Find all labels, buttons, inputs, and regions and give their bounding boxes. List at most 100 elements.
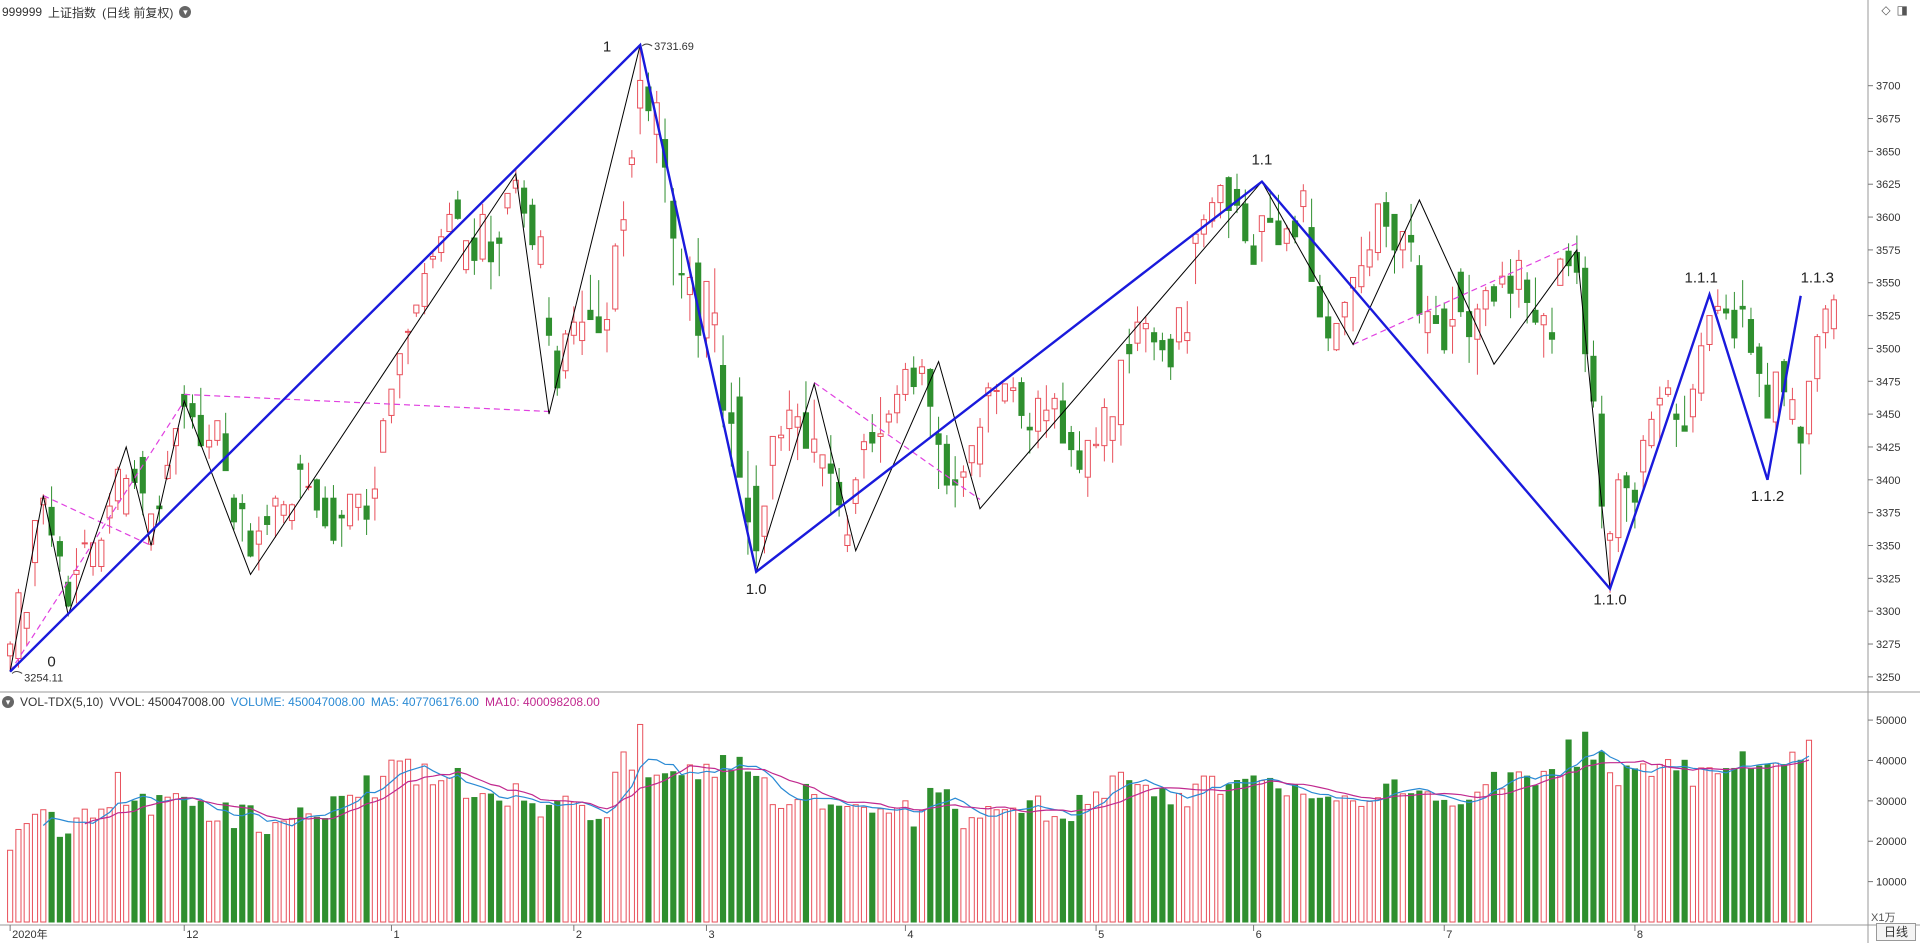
- volume-bar: [844, 806, 851, 923]
- volume-bar: [1267, 777, 1274, 923]
- candle-body: [313, 479, 320, 511]
- volume-bar: [670, 771, 677, 923]
- candle-body: [98, 539, 105, 568]
- volume-bar: [1151, 796, 1158, 923]
- volume-bar: [156, 795, 163, 923]
- candle-body: [1474, 308, 1481, 340]
- volume-bar: [1449, 805, 1456, 923]
- channel-line: [813, 382, 981, 501]
- volume-bar: [31, 813, 39, 923]
- candle-body: [214, 420, 221, 441]
- volume-bar: [562, 795, 569, 923]
- volume-bar: [1175, 792, 1183, 923]
- volume-tick-label: 20000: [1876, 836, 1907, 848]
- volume-bar: [645, 777, 652, 923]
- volume-bar: [322, 818, 329, 923]
- volume-bar: [429, 784, 436, 923]
- volume-bar: [89, 817, 97, 923]
- candle-body: [1524, 279, 1531, 303]
- volume-bar: [264, 834, 271, 923]
- volume-bar: [686, 764, 693, 923]
- volume-bar: [761, 777, 768, 923]
- volume-bar: [628, 769, 635, 923]
- candle-body: [1706, 315, 1713, 345]
- chevron-down-icon[interactable]: ▾: [2, 696, 14, 708]
- volume-indicator-name: VOL-TDX(5,10): [20, 695, 104, 709]
- volume-bar: [1126, 780, 1133, 923]
- volume-bar: [413, 784, 420, 923]
- volume-bar: [1507, 772, 1514, 923]
- candle-body: [1772, 371, 1779, 423]
- candle-body: [960, 471, 967, 478]
- price-tick-label: 3300: [1876, 606, 1900, 618]
- candle-body: [728, 412, 735, 424]
- candle-body: [852, 479, 859, 504]
- minor-wave-line: [9, 44, 1802, 672]
- candle-body: [73, 569, 80, 575]
- volume-bar: [487, 793, 495, 923]
- candle-body: [910, 367, 917, 388]
- candle-body: [562, 333, 569, 372]
- volume-bar: [612, 771, 619, 923]
- candle-body: [1026, 426, 1033, 431]
- candle-body: [446, 213, 453, 233]
- candle-body: [512, 179, 519, 189]
- candle-body: [1499, 275, 1506, 285]
- volume-bar: [1615, 785, 1622, 923]
- volume-bar: [1366, 800, 1373, 923]
- volume-bar: [1524, 775, 1531, 923]
- price-tick-label: 3400: [1876, 475, 1900, 487]
- candle-body: [1059, 400, 1066, 444]
- period-button[interactable]: 日线: [1876, 923, 1916, 941]
- candle-body: [1258, 215, 1265, 233]
- volume-bar: [114, 771, 121, 923]
- volume-bar: [230, 828, 238, 923]
- candle-body: [48, 506, 55, 536]
- candle-body: [1043, 409, 1050, 422]
- volume-bar: [918, 809, 926, 923]
- volume-bar: [56, 836, 63, 923]
- volume-bar: [695, 779, 702, 923]
- volume-bar: [1739, 751, 1746, 923]
- candle-body: [255, 530, 262, 545]
- candle-body: [65, 581, 72, 607]
- volume-bar: [778, 807, 785, 923]
- candle-body: [678, 273, 685, 276]
- volume-bar: [1084, 803, 1091, 923]
- volume-bar: [1167, 804, 1174, 923]
- volume-bar: [65, 833, 72, 923]
- volume-bar: [1001, 809, 1008, 923]
- candle-body: [869, 432, 876, 444]
- volume-bar: [1689, 785, 1697, 923]
- volume-bar: [1341, 795, 1348, 923]
- candle-body: [902, 368, 909, 395]
- candle-body: [877, 433, 884, 437]
- candle-body: [943, 443, 950, 486]
- candle-body: [860, 441, 868, 451]
- candle-body: [1747, 319, 1755, 353]
- volume-bar: [960, 828, 967, 923]
- candle-body: [81, 542, 88, 545]
- major-wave-line: [9, 42, 1802, 673]
- candle-body: [496, 237, 503, 244]
- diamond-icon[interactable]: ◇: [1881, 3, 1891, 17]
- volume-bar: [446, 777, 453, 923]
- candle-body: [413, 304, 420, 314]
- channel-line: [9, 400, 185, 672]
- chevron-down-icon[interactable]: ▾: [179, 6, 192, 18]
- volume-bar: [1374, 797, 1381, 923]
- candle-body: [380, 420, 387, 453]
- volume-bar: [985, 806, 992, 923]
- volume-bar: [1474, 791, 1481, 923]
- candle-body: [1640, 439, 1647, 473]
- volume-bar: [214, 820, 221, 923]
- volume-bar: [1432, 800, 1440, 923]
- candle-body: [471, 237, 478, 261]
- candle-body: [1383, 202, 1390, 227]
- volume-header: ▾ VOL-TDX(5,10) VVOL: 450047008.00 VOLUM…: [0, 692, 600, 712]
- candle-body: [1789, 399, 1796, 420]
- panel-toggle-icon[interactable]: ◨: [1896, 3, 1908, 17]
- candle-body: [1424, 311, 1431, 334]
- volume-value: VOLUME: 450047008.00: [230, 695, 365, 709]
